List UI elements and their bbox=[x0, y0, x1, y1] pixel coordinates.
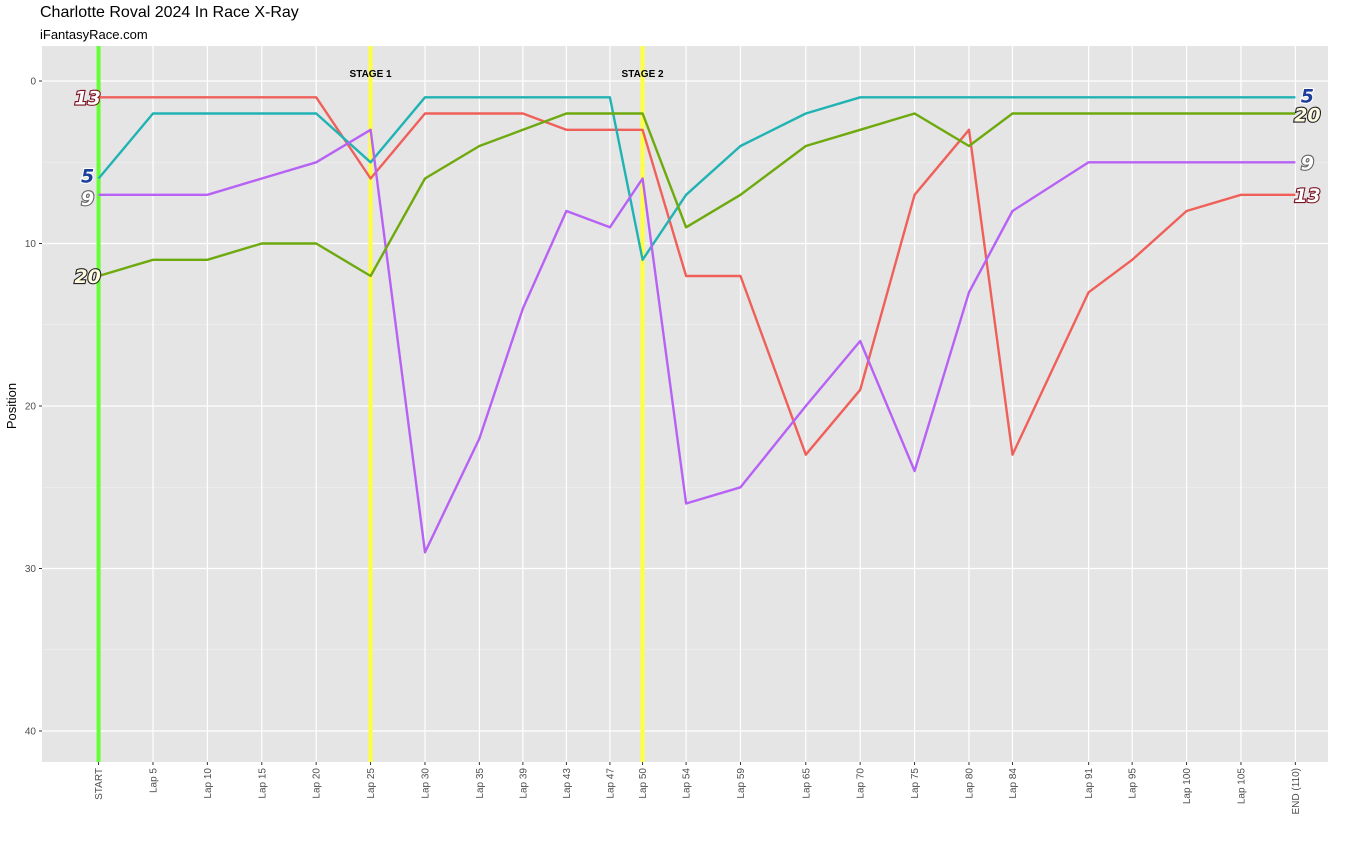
y-axis-title: Position bbox=[4, 383, 19, 429]
x-tick-label: Lap 43 bbox=[562, 768, 573, 799]
x-tick-label: Lap 47 bbox=[605, 768, 616, 799]
x-tick-label: Lap 95 bbox=[1128, 768, 1139, 799]
series-line-5 bbox=[97, 96, 1296, 261]
chart-title: Charlotte Roval 2024 In Race X-Ray bbox=[40, 4, 299, 21]
x-tick-label: Lap 25 bbox=[366, 768, 377, 799]
x-tick-label: Lap 35 bbox=[475, 768, 486, 799]
x-tick-label: Lap 70 bbox=[856, 768, 867, 799]
car-badge-start-9: 9 bbox=[81, 188, 94, 210]
car-badge-end-9: 9 bbox=[1301, 152, 1314, 174]
x-tick-label: Lap 10 bbox=[203, 768, 214, 799]
x-tick-label: Lap 59 bbox=[736, 768, 747, 799]
x-tick-label: Lap 75 bbox=[910, 768, 921, 799]
x-tick-label: Lap 105 bbox=[1237, 768, 1248, 805]
y-tick-label: 30 bbox=[25, 564, 37, 575]
stage-lines: STAGE 1 STAGE 2 bbox=[96, 46, 664, 762]
car-badge-start-20: 20 bbox=[74, 266, 100, 288]
x-tick-label: Lap 39 bbox=[518, 768, 529, 799]
x-tick-label: Lap 50 bbox=[638, 768, 649, 799]
chart-subtitle: iFantasyRace.com bbox=[40, 27, 148, 42]
x-tick-label: Lap 84 bbox=[1008, 768, 1019, 799]
x-tick-label: Lap 15 bbox=[257, 768, 268, 799]
y-tick-label: 40 bbox=[25, 727, 37, 738]
x-tick-label: END (110) bbox=[1291, 768, 1302, 815]
stage-label: STAGE 1 bbox=[350, 69, 392, 80]
series-line-9 bbox=[98, 128, 1296, 554]
car-badge-end-5: 5 bbox=[1301, 85, 1314, 107]
plot-background bbox=[42, 46, 1328, 762]
x-tick-label: Lap 20 bbox=[312, 768, 323, 799]
y-tick-label: 10 bbox=[25, 239, 37, 250]
series-line-13 bbox=[98, 96, 1296, 456]
x-tick-label: Lap 5 bbox=[149, 768, 160, 793]
car-badge-end-13: 13 bbox=[1294, 185, 1320, 207]
x-tick-label: Lap 65 bbox=[801, 768, 812, 799]
x-tick-label: Lap 54 bbox=[682, 768, 693, 799]
x-tick-label: Lap 100 bbox=[1182, 768, 1193, 805]
x-axis: START Lap 5 Lap 10 Lap 15 Lap 20 Lap 25 Lap 30… bbox=[94, 762, 1302, 815]
car-badge-start-5: 5 bbox=[81, 166, 94, 188]
x-tick-label: Lap 91 bbox=[1084, 768, 1095, 799]
car-badge-start-13: 13 bbox=[74, 87, 100, 109]
y-tick-label: 20 bbox=[25, 402, 37, 413]
y-tick-label: 0 bbox=[30, 77, 36, 88]
series-line-20 bbox=[98, 112, 1296, 278]
car-badge-end-20: 20 bbox=[1294, 105, 1320, 127]
stage-label: STAGE 2 bbox=[622, 69, 664, 80]
x-tick-label: Lap 30 bbox=[421, 768, 432, 799]
x-tick-label: START bbox=[94, 768, 105, 800]
series-lines bbox=[97, 96, 1296, 554]
y-axis: 0 10 20 30 40 bbox=[25, 77, 42, 738]
x-tick-label: Lap 80 bbox=[965, 768, 976, 799]
